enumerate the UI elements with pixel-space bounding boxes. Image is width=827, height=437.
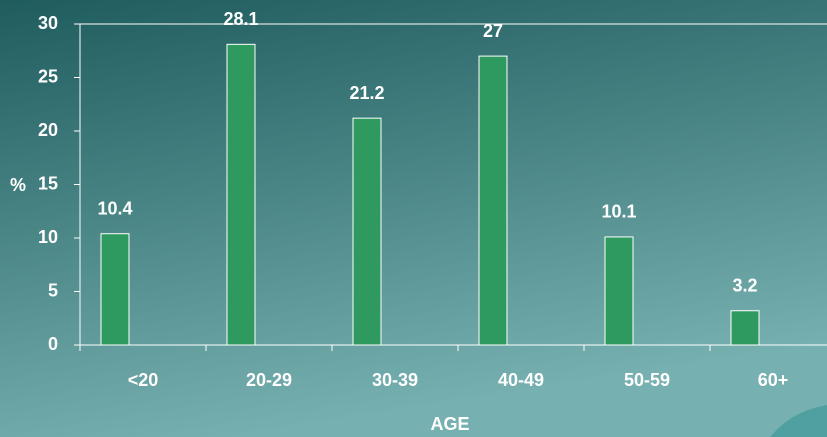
y-tick-label: 5: [48, 280, 58, 300]
y-tick-label: 30: [38, 13, 58, 33]
bar: [100, 233, 130, 346]
bar: [352, 117, 382, 346]
y-axis-label: %: [10, 175, 26, 195]
value-label: 27: [483, 21, 503, 41]
value-label: 10.4: [97, 198, 132, 218]
y-tick-label: 25: [38, 66, 58, 86]
x-axis-label: AGE: [430, 414, 469, 434]
bar: [478, 55, 508, 346]
bar: [730, 310, 760, 346]
x-tick-label: <20: [128, 370, 159, 390]
x-tick-label: 40-49: [498, 370, 544, 390]
decoration: [770, 405, 827, 437]
x-tick-label: 50-59: [624, 370, 670, 390]
x-tick-label: 60+: [758, 370, 789, 390]
value-label: 21.2: [349, 83, 384, 103]
x-tick-label: 20-29: [246, 370, 292, 390]
value-label: 28.1: [223, 9, 258, 29]
x-tick-label: 30-39: [372, 370, 418, 390]
y-tick-label: 10: [38, 227, 58, 247]
bar: [226, 43, 256, 346]
y-tick-label: 15: [38, 173, 58, 193]
value-label: 10.1: [601, 202, 636, 222]
value-label: 3.2: [732, 276, 757, 296]
y-tick-label: 0: [48, 334, 58, 354]
bar: [604, 236, 634, 346]
y-tick-label: 20: [38, 120, 58, 140]
